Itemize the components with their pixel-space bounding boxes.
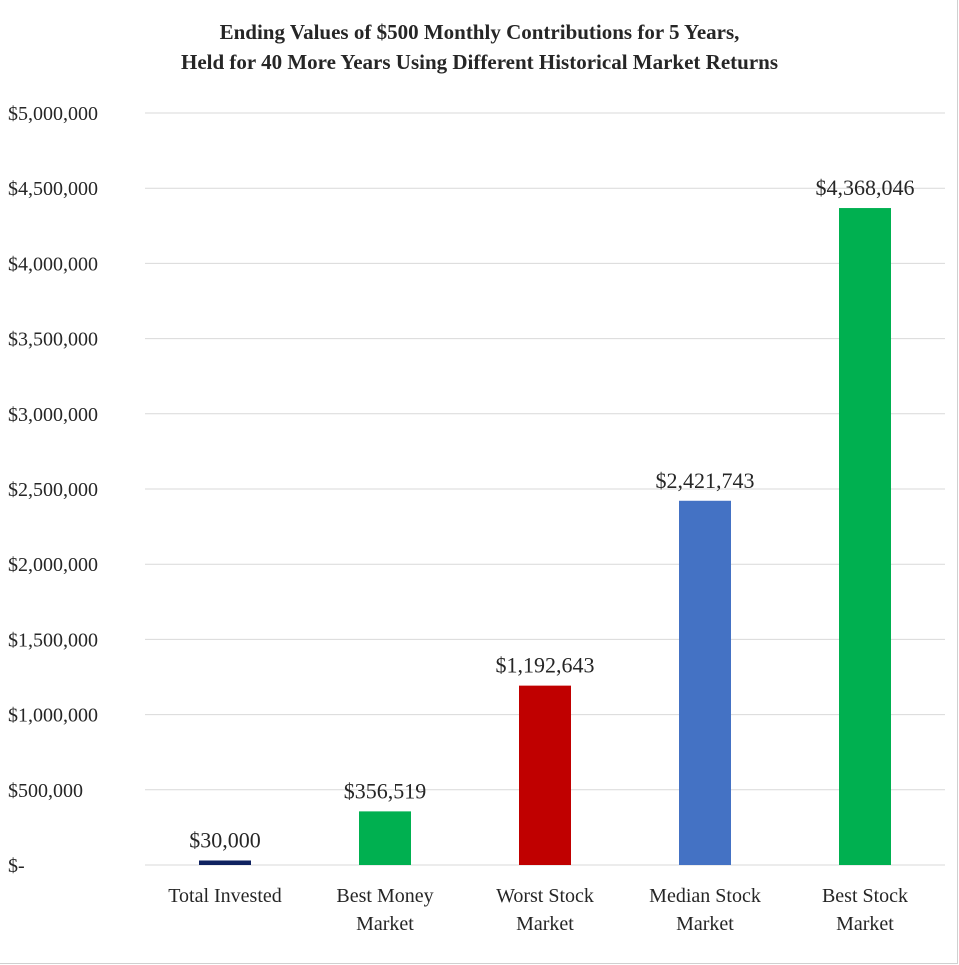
x-tick-label: Market xyxy=(676,913,734,935)
data-label: $30,000 xyxy=(189,827,261,852)
x-tick-label: Market xyxy=(356,913,414,935)
y-tick-label: $4,000,000 xyxy=(8,253,98,275)
chart-title-line-1: Ending Values of $500 Monthly Contributi… xyxy=(219,20,740,44)
y-tick-label: $5,000,000 xyxy=(8,103,98,125)
y-tick-label: $4,500,000 xyxy=(8,178,98,200)
y-tick-label: $- xyxy=(8,855,25,877)
y-tick-label: $2,500,000 xyxy=(8,479,98,501)
y-tick-label: $1,500,000 xyxy=(8,629,98,651)
data-label: $1,192,643 xyxy=(496,653,595,678)
x-tick-label: Market xyxy=(836,913,894,935)
data-label: $356,519 xyxy=(344,778,427,803)
bar xyxy=(519,685,571,865)
bar xyxy=(359,811,411,865)
bar xyxy=(199,860,251,865)
x-tick-label: Best Money xyxy=(336,885,433,907)
x-tick-label: Best Stock xyxy=(822,885,908,907)
x-tick-label: Worst Stock xyxy=(496,885,594,907)
x-tick-label: Market xyxy=(516,913,574,935)
data-label: $2,421,743 xyxy=(656,468,755,493)
bar xyxy=(679,500,731,865)
y-tick-label: $3,000,000 xyxy=(8,404,98,426)
x-tick-label: Median Stock xyxy=(649,885,761,907)
bar xyxy=(839,208,891,865)
y-tick-label: $2,000,000 xyxy=(8,554,98,576)
y-tick-label: $3,500,000 xyxy=(8,329,98,351)
x-tick-label: Total Invested xyxy=(168,885,282,907)
chart-title-line-2: Held for 40 More Years Using Different H… xyxy=(180,50,778,74)
y-tick-label: $1,000,000 xyxy=(8,705,98,727)
data-label: $4,368,046 xyxy=(816,175,915,200)
y-tick-label: $500,000 xyxy=(8,780,83,802)
